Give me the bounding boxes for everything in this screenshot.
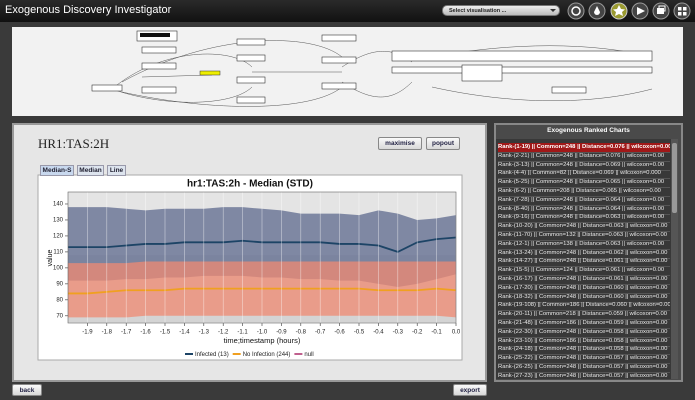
icon-refresh[interactable] [567,2,585,20]
ranked-item[interactable]: Rank-(13-24) || Common=248 || Distance=0… [498,249,670,259]
x-tick-label: -1.1 [237,330,248,336]
icon-play[interactable] [631,2,649,20]
ranked-item[interactable]: Rank-(19-108) || Common=186 || Distance=… [498,301,670,312]
ranked-item[interactable]: Rank-(22-30) || Common=248 || Distance=0… [498,328,670,338]
ranked-item[interactable]: Rank-(24-18) || Common=248 || Distance=0… [498,345,670,356]
x-tick-label: -0.1 [431,330,442,336]
toolbar-icons [550,2,691,20]
x-tick-label: -0.5 [354,330,365,336]
select-arrow [550,9,556,12]
y-tick-label: 80 [56,297,63,303]
x-axis-label: time;timestamp (hours) [224,336,301,345]
y-axis-label: value [47,250,54,267]
maximise-button[interactable]: maximise [378,137,422,150]
ranked-item[interactable]: Rank-(20-11) || Common=218 || Distance=0… [498,310,670,321]
ranked-title: Exogenous Ranked Charts [547,127,630,134]
ranked-item[interactable]: Rank-(8-40) || Common=248 || Distance=0.… [498,205,670,215]
tab[interactable]: Median-S [40,165,74,176]
x-tick-label: -0.2 [412,330,423,336]
overview-highlight [199,70,221,76]
x-tick-label: 0.0 [452,330,461,336]
ranked-item[interactable]: Rank-(17-20) || Common=248 || Distance=0… [498,284,670,294]
ranked-item[interactable]: Rank-(18-32) || Common=248 || Distance=0… [498,293,670,303]
ranked-item[interactable]: Rank-(4-4) || Common=82 || Distance=0.06… [498,169,670,180]
x-tick-label: -0.6 [334,330,345,336]
ranked-item[interactable]: Rank-(27-23) || Common=248 || Distance=0… [498,372,670,379]
tab[interactable]: Median [77,165,104,176]
back-button[interactable]: back [12,384,42,396]
x-tick-label: -1.0 [257,330,268,336]
x-tick-label: -1.5 [160,330,171,336]
y-tick-label: 110 [53,249,63,255]
ranked-item[interactable]: Rank-(15-5) || Common=124 || Distance=0.… [498,266,670,277]
y-tick-label: 120 [53,234,64,240]
icon-grid[interactable] [673,2,691,20]
ranked-item[interactable]: Rank-(10-20) || Common=248 || Distance=0… [498,222,670,233]
popout-button[interactable]: popout [426,137,460,150]
y-tick-label: 90 [56,281,63,287]
x-tick-label: -0.4 [373,330,384,336]
x-tick-label: -1.8 [102,330,113,336]
legend-label: No Infection (244) [243,352,291,358]
scrollbar [671,139,678,379]
legend-label: null [304,352,313,358]
x-tick-label: -1.2 [218,330,229,336]
chart-title: hr1:TAS:2h - Median (STD) [187,179,313,190]
ranked-item[interactable]: Rank-(16-17) || Common=248 || Distance=0… [498,275,670,285]
y-tick-label: 70 [56,313,63,319]
y-tick-label: 130 [53,218,64,224]
plot-border [67,191,457,324]
export-button[interactable]: export [453,384,487,396]
legend-label: Infected (13) [195,352,229,358]
overview-node-dark [140,33,170,37]
ranked-item[interactable]: Rank-(7-28) || Common=248 || Distance=0.… [498,196,670,206]
x-tick-label: -1.6 [140,330,151,336]
ranked-item[interactable]: Rank-(21-48) || Common=186 || Distance=0… [498,319,670,329]
overview-graph [12,27,683,116]
ranked-item[interactable]: Rank-(12-1) || Common=138 || Distance=0.… [498,240,670,250]
icon-star[interactable] [610,2,628,20]
ranked-item[interactable]: Rank-(2-21) || Common=248 || Distance=0.… [498,152,670,162]
x-tick-label: -0.8 [296,330,307,336]
x-tick-label: -0.7 [315,330,326,336]
icon-drop[interactable] [588,2,606,20]
ranked-item[interactable]: Rank-(1-19) || Common=248 || Distance=0.… [498,143,670,153]
ranked-item[interactable]: Rank-(25-22) || Common=248 || Distance=0… [498,354,670,365]
ranked-item[interactable]: Rank-(6-2) || Common=208 || Distance=0.0… [498,187,670,197]
tab[interactable]: Line [107,165,126,176]
ranked-item[interactable]: Rank-(11-70) || Common=132 || Distance=0… [498,231,670,241]
y-tick-label: 140 [53,202,64,208]
ranked-item[interactable]: Rank-(23-10) || Common=186 || Distance=0… [498,337,670,347]
x-tick-label: -1.4 [179,330,190,336]
x-tick-label: -1.7 [121,330,132,336]
panel-title: HR1:TAS:2H [38,136,110,151]
visualisation-select[interactable]: Select visualisation ... [442,5,560,16]
ranked-item[interactable]: Rank-(9-16) || Common=248 || Distance=0.… [498,213,670,224]
ranked-list: Rank-(1-19) || Common=248 || Distance=0.… [496,139,678,379]
ranked-item[interactable]: Rank-(3-13) || Common=248 || Distance=0.… [498,161,670,171]
x-tick-label: -0.9 [276,330,287,336]
icon-window[interactable] [652,2,670,20]
ranked-item[interactable]: Rank-(5-25) || Common=248 || Distance=0.… [498,178,670,189]
ranked-item[interactable]: Rank-(14-27) || Common=248 || Distance=0… [498,257,670,268]
x-tick-label: -0.3 [393,330,404,336]
x-tick-label: -1.9 [82,330,93,336]
app-title: Exogenous Discovery Investigator [5,4,172,16]
scroll-thumb[interactable] [672,143,677,213]
y-tick-label: 100 [53,265,64,271]
x-tick-label: -1.3 [199,330,210,336]
ranked-item[interactable]: Rank-(26-25) || Common=248 || Distance=0… [498,363,670,373]
